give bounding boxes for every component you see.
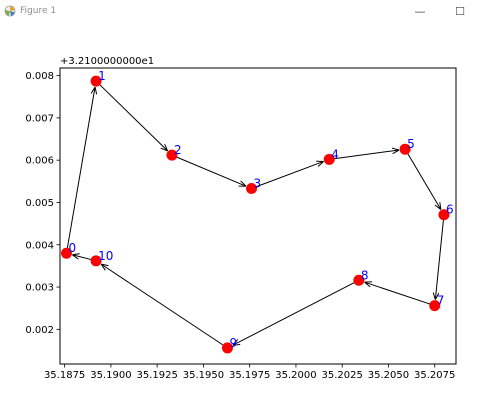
x-tick-label: 35.1900 (90, 370, 131, 381)
point-label: 5 (407, 137, 415, 151)
y-axis-offset-text: +3.2100000000e1 (60, 56, 154, 67)
window-title: Figure 1 (20, 6, 57, 16)
maximize-icon: ☐ (455, 4, 465, 18)
minimize-button[interactable]: — (400, 0, 440, 22)
route-arrow (96, 81, 168, 151)
plot-area-frame (59, 67, 457, 365)
x-tick-label: 35.2025 (322, 370, 363, 381)
maximize-button[interactable]: ☐ (440, 0, 480, 22)
x-tick-label: 35.1925 (136, 370, 177, 381)
window-controls: — ☐ (400, 0, 480, 22)
route-edges (66, 81, 445, 348)
route-arrow (101, 264, 227, 348)
y-tick-label: 0.006 (25, 156, 54, 167)
point-label: 2 (174, 143, 182, 157)
point-label: 3 (254, 177, 262, 191)
route-point (221, 342, 233, 354)
point-label: 0 (68, 241, 76, 255)
route-point (90, 255, 102, 267)
x-tick-label: 35.1950 (183, 370, 224, 381)
route-point (429, 300, 441, 312)
x-tick-label: 35.1875 (44, 370, 85, 381)
y-tick-label: 0.007 (25, 113, 54, 124)
point-label: 7 (437, 294, 445, 308)
route-point (166, 149, 178, 161)
point-label: 6 (446, 203, 454, 217)
point-label: 9 (229, 336, 237, 350)
point-label: 10 (98, 249, 113, 263)
route-point (246, 183, 258, 195)
title-bar: Figure 1 — ☐ (0, 0, 480, 22)
minimize-icon: — (414, 4, 426, 18)
matplotlib-figure-icon (4, 5, 16, 17)
route-arrow (252, 161, 323, 189)
point-label: 8 (361, 268, 369, 282)
route-points (60, 75, 450, 354)
x-tick-label: 35.2075 (414, 370, 455, 381)
y-tick-label: 0.005 (25, 198, 54, 209)
route-arrow (66, 87, 95, 253)
point-label: 4 (331, 147, 339, 161)
y-tick-label: 0.008 (25, 71, 54, 82)
route-arrow (172, 155, 246, 186)
route-arrow (405, 149, 441, 210)
x-tick-label: 35.2000 (275, 370, 316, 381)
x-tick-label: 35.1975 (229, 370, 270, 381)
route-point (60, 247, 72, 259)
route-arrow (435, 215, 445, 300)
route-point (438, 209, 450, 221)
y-tick-label: 0.004 (25, 240, 54, 251)
point-label: 1 (98, 69, 106, 83)
route-arrow (330, 150, 399, 160)
y-tick-label: 0.003 (25, 283, 54, 294)
route-arrow (233, 280, 359, 345)
route-point (353, 274, 365, 286)
route-arrow (365, 282, 434, 306)
route-point (399, 143, 411, 155)
point-labels: 0 1 2 3 4 5 6 7 8 9 10 (68, 69, 453, 350)
x-axis: 35.1875 35.1900 35.1925 35.1950 35.1975 35.20… (44, 364, 455, 381)
route-point (323, 153, 335, 165)
y-tick-label: 0.002 (25, 325, 54, 336)
x-tick-label: 35.2050 (368, 370, 409, 381)
y-axis: 0.002 0.003 0.004 0.005 0.006 0.007 0.008 (25, 71, 60, 336)
route-point (90, 75, 102, 87)
